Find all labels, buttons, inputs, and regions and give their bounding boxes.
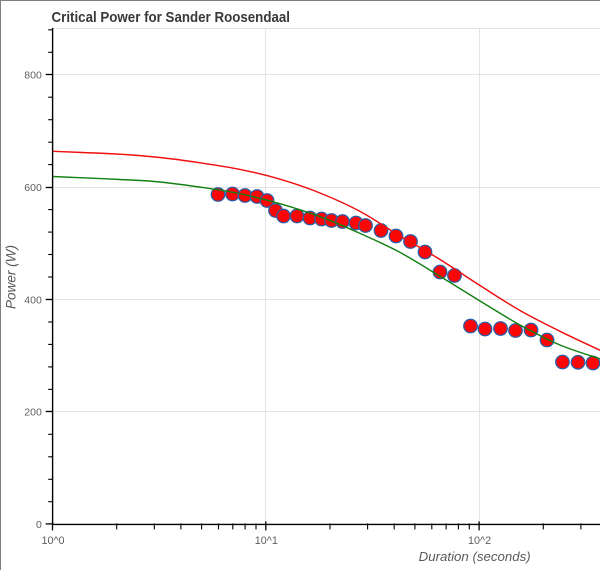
svg-text:600: 600 (24, 182, 42, 194)
svg-text:10^0: 10^0 (41, 535, 64, 547)
svg-text:Duration (seconds): Duration (seconds) (419, 549, 531, 564)
svg-text:200: 200 (24, 407, 42, 419)
svg-text:10^2: 10^2 (468, 535, 491, 547)
svg-text:10^1: 10^1 (255, 535, 278, 547)
svg-text:800: 800 (24, 70, 42, 82)
svg-text:400: 400 (24, 294, 42, 306)
svg-text:0: 0 (36, 519, 42, 531)
svg-text:Power (W): Power (W) (3, 245, 19, 309)
svg-text:Critical Power for Sander Roos: Critical Power for Sander Roosendaal (52, 9, 291, 26)
